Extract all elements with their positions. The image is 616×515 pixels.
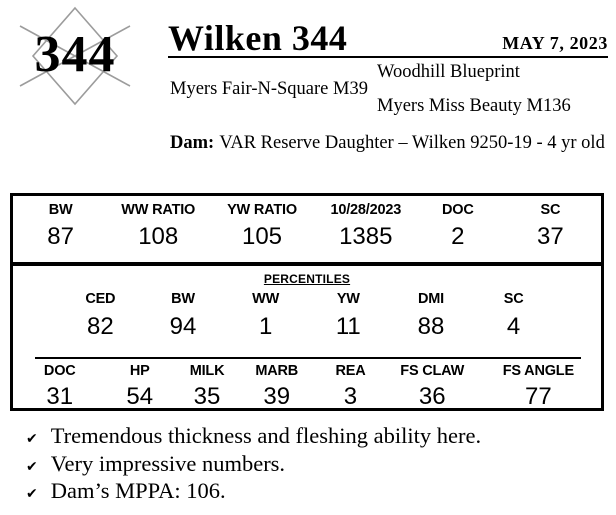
performance-value: 105 — [241, 223, 283, 250]
performance-header: BW — [48, 202, 73, 218]
performance-header: 10/28/2023 — [330, 202, 402, 218]
percentiles-header: DMI — [417, 291, 444, 307]
percentiles-value: 88 — [417, 313, 445, 340]
percentiles-header: BW — [171, 291, 195, 307]
performance-section: BW WW RATIO YW RATIO 10/28/2023 DOC SC 8… — [13, 196, 601, 262]
note-text: Dam’s MPPA: 106. — [50, 478, 226, 503]
performance-header: DOC — [441, 202, 474, 218]
percentiles-value: 4 — [506, 313, 521, 340]
performance-value: 108 — [138, 223, 179, 250]
note-text: Tremendous thickness and fleshing abilit… — [50, 423, 482, 448]
percentiles-value: 94 — [169, 313, 197, 340]
epd-section: DOC HP MILK MARB REA FS CLAW FS ANGLE 31… — [13, 359, 601, 421]
epd-table: BW WW RATIO YW RATIO 10/28/2023 DOC SC 8… — [10, 193, 604, 411]
percentiles-header: SC — [503, 291, 524, 307]
performance-header-row: BW WW RATIO YW RATIO 10/28/2023 DOC SC — [13, 202, 601, 219]
performance-value-row: 87 108 105 1385 2 37 — [13, 222, 601, 251]
epd-value: 3 — [343, 383, 358, 410]
epd-value: 54 — [126, 383, 154, 410]
dam-value: VAR Reserve Daughter – Wilken 9250-19 - … — [219, 133, 605, 153]
percentiles-value-row: 82 94 1 11 88 4 — [13, 312, 601, 341]
epd-header: DOC — [43, 363, 76, 379]
notes-list: ✔ Tremendous thickness and fleshing abil… — [26, 424, 608, 507]
epd-value: 36 — [418, 383, 446, 410]
epd-value: 35 — [193, 383, 221, 410]
epd-value: 39 — [263, 383, 291, 410]
epd-value-row: 31 54 35 39 3 36 77 — [13, 382, 601, 411]
percentiles-value: 82 — [86, 313, 114, 340]
performance-value: 37 — [537, 223, 564, 250]
percentiles-section: PERCENTILES CED BW WW YW DMI SC 82 94 1 … — [13, 272, 601, 357]
epd-value: 77 — [524, 383, 552, 410]
performance-value: 1385 — [339, 223, 393, 250]
percentiles-header: CED — [85, 291, 116, 307]
diamond-x-icon — [19, 6, 131, 106]
note-item: ✔ Dam’s MPPA: 106. — [26, 479, 608, 507]
performance-header: YW RATIO — [227, 202, 297, 218]
epd-header: REA — [335, 363, 366, 379]
epd-header: FS ANGLE — [502, 363, 574, 379]
check-icon: ✔ — [26, 458, 38, 475]
section-divider-thin — [35, 357, 581, 359]
sale-date: MAY 7, 2023 — [502, 33, 608, 53]
percentiles-header-row: CED BW WW YW DMI SC — [13, 291, 601, 308]
epd-header: HP — [129, 363, 150, 379]
dam-line: Dam: VAR Reserve Daughter – Wilken 9250-1… — [170, 133, 605, 154]
header-title-row: Wilken 344 MAY 7, 2023 — [168, 12, 608, 58]
performance-header: WW RATIO — [121, 202, 196, 218]
page-title: Wilken 344 — [168, 18, 348, 58]
lot-badge: 344 — [14, 2, 136, 110]
epd-header: MILK — [189, 363, 225, 379]
epd-header-row: DOC HP MILK MARB REA FS CLAW FS ANGLE — [13, 363, 601, 380]
sire-parent-top-name: Woodhill Blueprint — [377, 62, 520, 82]
epd-value: 31 — [46, 383, 74, 410]
percentiles-title: PERCENTILES — [263, 272, 351, 286]
percentiles-header: WW — [252, 291, 280, 307]
note-item: ✔ Very impressive numbers. — [26, 450, 608, 480]
percentiles-header: YW — [336, 291, 360, 307]
sire-name: Myers Fair-N-Square M39 — [170, 79, 368, 99]
epd-header: FS CLAW — [400, 363, 465, 379]
note-item: ✔ Tremendous thickness and fleshing abil… — [26, 424, 608, 452]
performance-header: SC — [540, 202, 561, 218]
percentiles-value: 11 — [335, 313, 361, 340]
performance-value: 87 — [47, 223, 74, 250]
performance-value: 2 — [451, 223, 465, 250]
note-text: Very impressive numbers. — [50, 450, 286, 476]
sire-parent-bottom-name: Myers Miss Beauty M136 — [377, 96, 571, 116]
epd-header: MARB — [255, 363, 299, 379]
check-icon: ✔ — [26, 431, 38, 447]
check-icon: ✔ — [26, 486, 38, 502]
section-divider — [13, 262, 601, 266]
dam-label: Dam: — [170, 133, 215, 153]
percentiles-value: 1 — [258, 313, 273, 340]
lot-number: 344 — [34, 25, 116, 83]
